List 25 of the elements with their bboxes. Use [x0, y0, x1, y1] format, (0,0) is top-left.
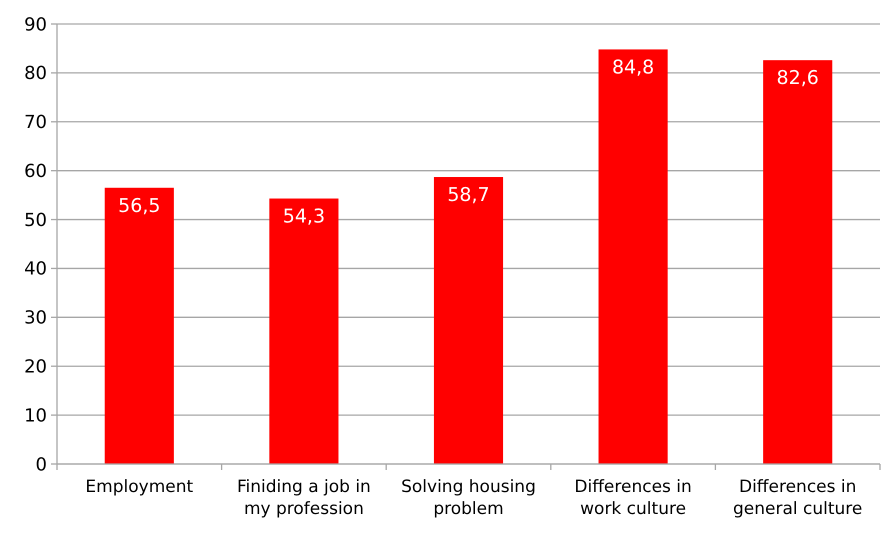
y-tick-label: 10 — [24, 405, 47, 426]
y-tick-label: 30 — [24, 308, 47, 329]
data-label: 54,3 — [282, 206, 326, 228]
y-tick-label: 60 — [24, 160, 47, 182]
y-tick-label: 0 — [36, 454, 47, 476]
data-label: 56,5 — [118, 194, 160, 217]
data-label: 58,7 — [447, 184, 490, 206]
data-label: 84,8 — [612, 56, 654, 78]
x-tick-label: Employment — [85, 477, 194, 497]
y-tick-label: 40 — [24, 258, 47, 280]
x-tick-label: Differences in work culture — [574, 477, 692, 519]
x-tick-label: Differences in general culture — [733, 477, 862, 519]
y-tick-label: 70 — [24, 112, 47, 134]
x-tick-label: Finiding a job in my profession — [236, 477, 371, 519]
bar — [763, 60, 832, 464]
bar — [434, 177, 504, 464]
bar — [269, 198, 338, 464]
bar — [104, 188, 174, 464]
y-tick-label: 50 — [24, 210, 47, 231]
bar — [598, 49, 668, 464]
data-label: 82,6 — [776, 67, 819, 90]
y-tick-label: 20 — [24, 356, 47, 378]
y-tick-label: 90 — [24, 14, 47, 36]
x-tick-label: Solving housing problem — [401, 477, 536, 519]
y-tick-label: 80 — [24, 63, 47, 84]
